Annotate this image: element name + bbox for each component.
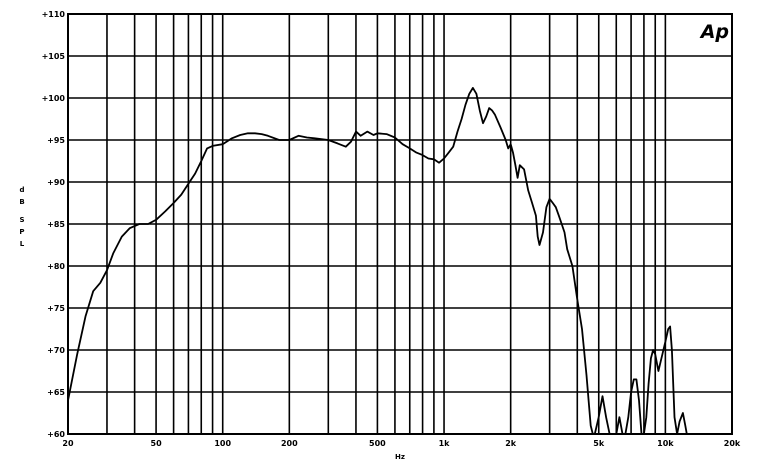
x-axis-label: Hz	[395, 453, 405, 461]
y-tick-label: +80	[47, 262, 65, 271]
y-tick-label: +100	[42, 94, 66, 103]
y-tick-label: +85	[47, 220, 65, 229]
series-lines	[67, 87, 688, 435]
y-tick-label: +75	[47, 304, 65, 313]
y-tick-label: +110	[42, 10, 66, 19]
x-tick-label: 500	[369, 439, 386, 448]
y-tick-label: +90	[47, 178, 65, 187]
plot-frame	[67, 13, 733, 435]
y-tick-label: +105	[42, 52, 66, 61]
x-tick-label: 20k	[724, 439, 741, 448]
x-tick-label: 20	[62, 439, 74, 448]
y-tick-label: +95	[47, 136, 65, 145]
x-tick-label: 5k	[593, 439, 605, 448]
x-tick-label: 200	[281, 439, 298, 448]
y-tick-label: +65	[47, 388, 65, 397]
spl-response-line	[67, 87, 688, 435]
x-tick-label: 2k	[505, 439, 517, 448]
ap-logo: Ap	[699, 21, 729, 43]
y-tick-labels: +110 +105 +100 +95 +90 +85 +80 +75 +70 +65 +60	[42, 10, 66, 439]
x-tick-labels: 20 50 100 200 500 1k 2k 5k 10k 20k	[62, 439, 740, 448]
grid	[67, 13, 733, 435]
x-tick-label: 1k	[439, 439, 451, 448]
x-tick-label: 50	[151, 439, 163, 448]
y-tick-label: +60	[47, 430, 65, 439]
x-tick-label: 10k	[657, 439, 674, 448]
y-tick-label: +70	[47, 346, 65, 355]
x-tick-label: 100	[214, 439, 231, 448]
